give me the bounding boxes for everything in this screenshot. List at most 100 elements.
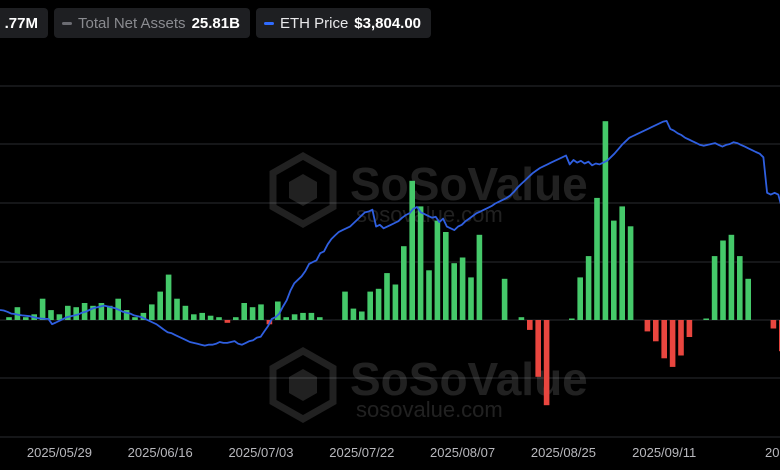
flow-bar[interactable] <box>73 307 79 320</box>
flow-bar[interactable] <box>241 303 247 320</box>
flow-bar[interactable] <box>535 320 541 377</box>
flow-bar[interactable] <box>275 301 281 321</box>
flow-bar[interactable] <box>661 320 667 359</box>
flow-bar[interactable] <box>518 317 525 320</box>
flow-bar[interactable] <box>6 317 12 320</box>
flow-bar[interactable] <box>619 206 625 320</box>
flow-bar[interactable] <box>207 315 214 320</box>
flow-bar[interactable] <box>123 310 130 320</box>
flow-bar[interactable] <box>140 312 147 320</box>
watermark-logo-bottom <box>269 346 337 424</box>
x-tick-label: 2025/07/22 <box>329 445 394 460</box>
flow-bar[interactable] <box>258 304 264 320</box>
flow-bar[interactable] <box>627 226 634 320</box>
flow-bar[interactable] <box>199 312 205 320</box>
flow-bar[interactable] <box>48 310 54 320</box>
total-net-assets-swatch <box>62 21 72 25</box>
x-axis-ticks: 2025/05/29 2025/06/16 2025/07/03 2025/07/22… <box>27 445 780 460</box>
flow-bar[interactable] <box>417 206 424 320</box>
flow-bar[interactable] <box>233 317 239 320</box>
flow-bar[interactable] <box>602 121 609 320</box>
flow-bar[interactable] <box>644 320 651 332</box>
flow-bar[interactable] <box>737 256 743 320</box>
flow-bar[interactable] <box>174 298 180 320</box>
flow-bar[interactable] <box>669 320 676 367</box>
flow-bar[interactable] <box>426 270 432 320</box>
flow-bar[interactable] <box>350 308 357 320</box>
legend-eth-price[interactable]: ETH Price $3,804.00 <box>255 8 432 38</box>
flow-bar[interactable] <box>283 317 289 320</box>
flow-bar[interactable] <box>165 274 172 320</box>
flow-bar[interactable] <box>459 257 466 321</box>
watermark-url-top: sosovalue.com <box>356 202 503 227</box>
flow-bar[interactable] <box>39 298 46 320</box>
flow-bar[interactable] <box>703 318 709 321</box>
flow-bar[interactable] <box>249 307 256 320</box>
flow-bar[interactable] <box>342 291 348 320</box>
flow-bar[interactable] <box>443 232 449 320</box>
flow-bar[interactable] <box>392 284 399 321</box>
flow-bar[interactable] <box>90 305 96 320</box>
flow-bar[interactable] <box>367 291 373 320</box>
flow-bar[interactable] <box>745 278 751 320</box>
watermark-logo-top <box>269 151 337 229</box>
flow-bar[interactable] <box>300 312 306 320</box>
flow-bar[interactable] <box>401 246 407 320</box>
x-tick-label: 2025/09/11 <box>632 445 696 460</box>
flow-bar[interactable] <box>720 240 726 321</box>
flow-bar[interactable] <box>56 314 63 320</box>
flow-bar[interactable] <box>569 318 575 321</box>
flow-bar[interactable] <box>359 311 365 321</box>
flow-bar[interactable] <box>149 304 155 320</box>
flow-bar[interactable] <box>191 314 197 320</box>
flow-bar[interactable] <box>611 220 617 320</box>
x-tick-label: 20 <box>765 445 779 460</box>
flow-bar[interactable] <box>653 320 659 342</box>
flow-bar[interactable] <box>224 320 231 323</box>
flow-bar[interactable] <box>375 288 382 320</box>
flow-bar[interactable] <box>770 320 777 329</box>
flow-bar[interactable] <box>501 278 508 320</box>
flow-bar[interactable] <box>577 277 583 320</box>
flow-bar[interactable] <box>291 314 298 320</box>
flow-bar[interactable] <box>157 291 163 320</box>
flow-bar[interactable] <box>711 256 718 320</box>
legend-total-net-assets-label: Total Net Assets <box>78 14 186 32</box>
flow-bar[interactable] <box>728 234 735 320</box>
flow-bar[interactable] <box>476 234 483 320</box>
flow-bar[interactable] <box>132 317 138 320</box>
flow-bar[interactable] <box>585 256 592 320</box>
flow-bar[interactable] <box>434 220 441 320</box>
legend-eth-price-label: ETH Price <box>279 14 349 32</box>
legend-eth-price-value: $3,804.00 <box>354 14 422 32</box>
flow-bar[interactable] <box>216 317 222 320</box>
flow-bar[interactable] <box>451 263 457 320</box>
x-tick-label: 2025/06/16 <box>128 445 193 460</box>
x-tick-label: 2025/05/29 <box>27 445 92 460</box>
flow-bar[interactable] <box>686 320 693 337</box>
eth-price-swatch <box>263 21 274 25</box>
legend-total-net-assets[interactable]: Total Net Assets 25.81B <box>54 8 250 38</box>
watermark-url-bottom: sosovalue.com <box>356 397 503 422</box>
x-tick-label: 2025/08/25 <box>531 445 596 460</box>
watermark-brand-top: SoSoValue <box>350 158 588 210</box>
flow-bar[interactable] <box>182 305 189 320</box>
flow-bar[interactable] <box>594 197 600 320</box>
flow-bar[interactable] <box>14 307 21 320</box>
flow-bar[interactable] <box>543 320 550 406</box>
legend-daily-flow[interactable]: .77M <box>0 8 48 38</box>
legend-flow-value: .77M <box>4 14 38 32</box>
flow-bar[interactable] <box>527 320 533 330</box>
flow-bar[interactable] <box>468 277 474 320</box>
flow-bar[interactable] <box>678 320 684 356</box>
flow-bar[interactable] <box>384 273 390 320</box>
flow-bar[interactable] <box>23 317 29 320</box>
flow-bar[interactable] <box>65 305 71 320</box>
eth-price-line <box>0 120 780 347</box>
flow-bar[interactable] <box>98 303 105 320</box>
flow-bar[interactable] <box>107 305 113 320</box>
flow-bar[interactable] <box>317 317 323 320</box>
flow-bar[interactable] <box>308 312 315 320</box>
flow-bar[interactable] <box>409 180 415 320</box>
